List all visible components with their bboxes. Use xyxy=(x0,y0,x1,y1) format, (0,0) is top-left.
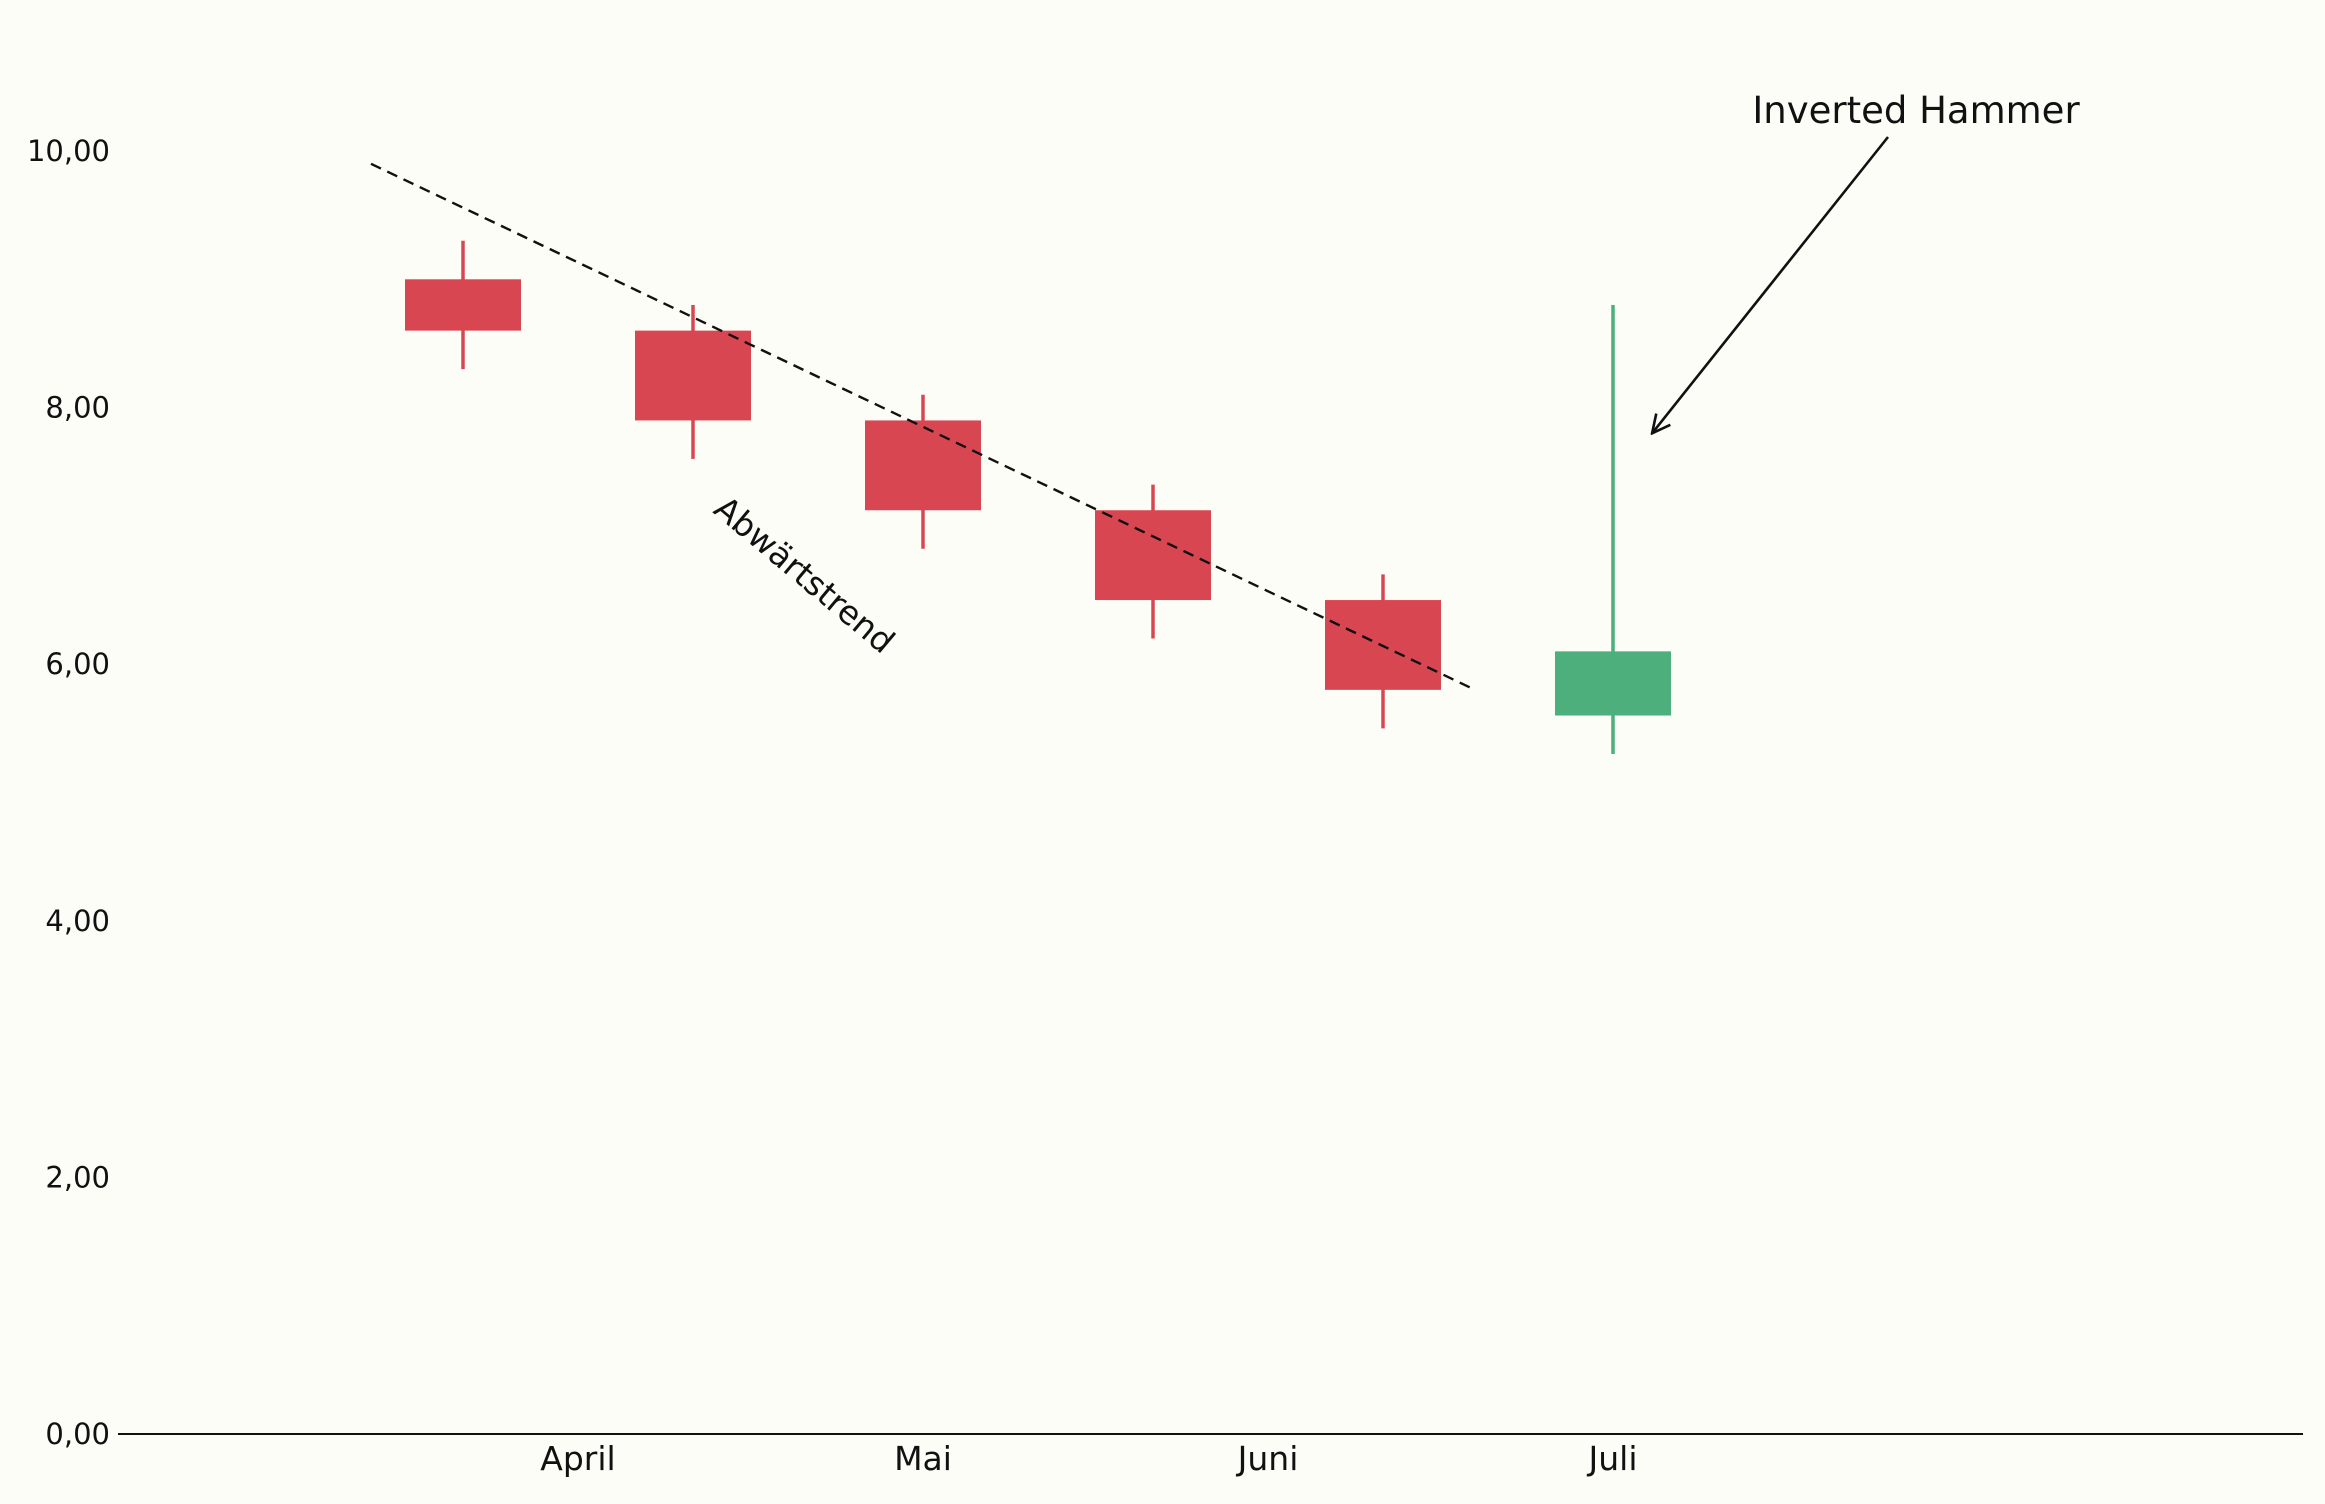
y-axis-ticks: 0,00 2,00 4,00 6,00 8,00 10,00 xyxy=(27,134,110,1451)
x-axis-ticks: April Mai Juni Juli xyxy=(540,1439,1637,1478)
y-tick-label: 8,00 xyxy=(45,391,110,425)
x-tick-label: Juli xyxy=(1587,1439,1638,1478)
x-tick-label: April xyxy=(540,1439,615,1478)
y-tick-label: 0,00 xyxy=(45,1417,110,1451)
y-tick-label: 6,00 xyxy=(45,647,110,681)
trendline-label: Abwärtstrend xyxy=(707,488,902,661)
candle-body-bearish xyxy=(865,420,981,511)
candle xyxy=(1325,574,1441,729)
y-tick-label: 2,00 xyxy=(45,1160,110,1194)
y-tick-label: 10,00 xyxy=(27,134,110,168)
trendline xyxy=(370,162,1476,691)
annotation-text: Inverted Hammer xyxy=(1752,89,2080,132)
candle xyxy=(635,304,751,459)
candle xyxy=(1555,304,1671,755)
candle-body-bullish xyxy=(1555,651,1671,716)
x-tick-label: Juni xyxy=(1236,1439,1299,1478)
candles-layer xyxy=(405,240,1671,755)
candle xyxy=(1095,484,1211,639)
x-tick-label: Mai xyxy=(894,1439,952,1478)
candle-body-bearish xyxy=(635,330,751,421)
candle-body-bearish xyxy=(405,279,521,331)
annotation-arrow xyxy=(1652,136,1890,433)
candle xyxy=(865,394,981,549)
candle xyxy=(405,240,521,370)
y-tick-label: 4,00 xyxy=(45,904,110,938)
